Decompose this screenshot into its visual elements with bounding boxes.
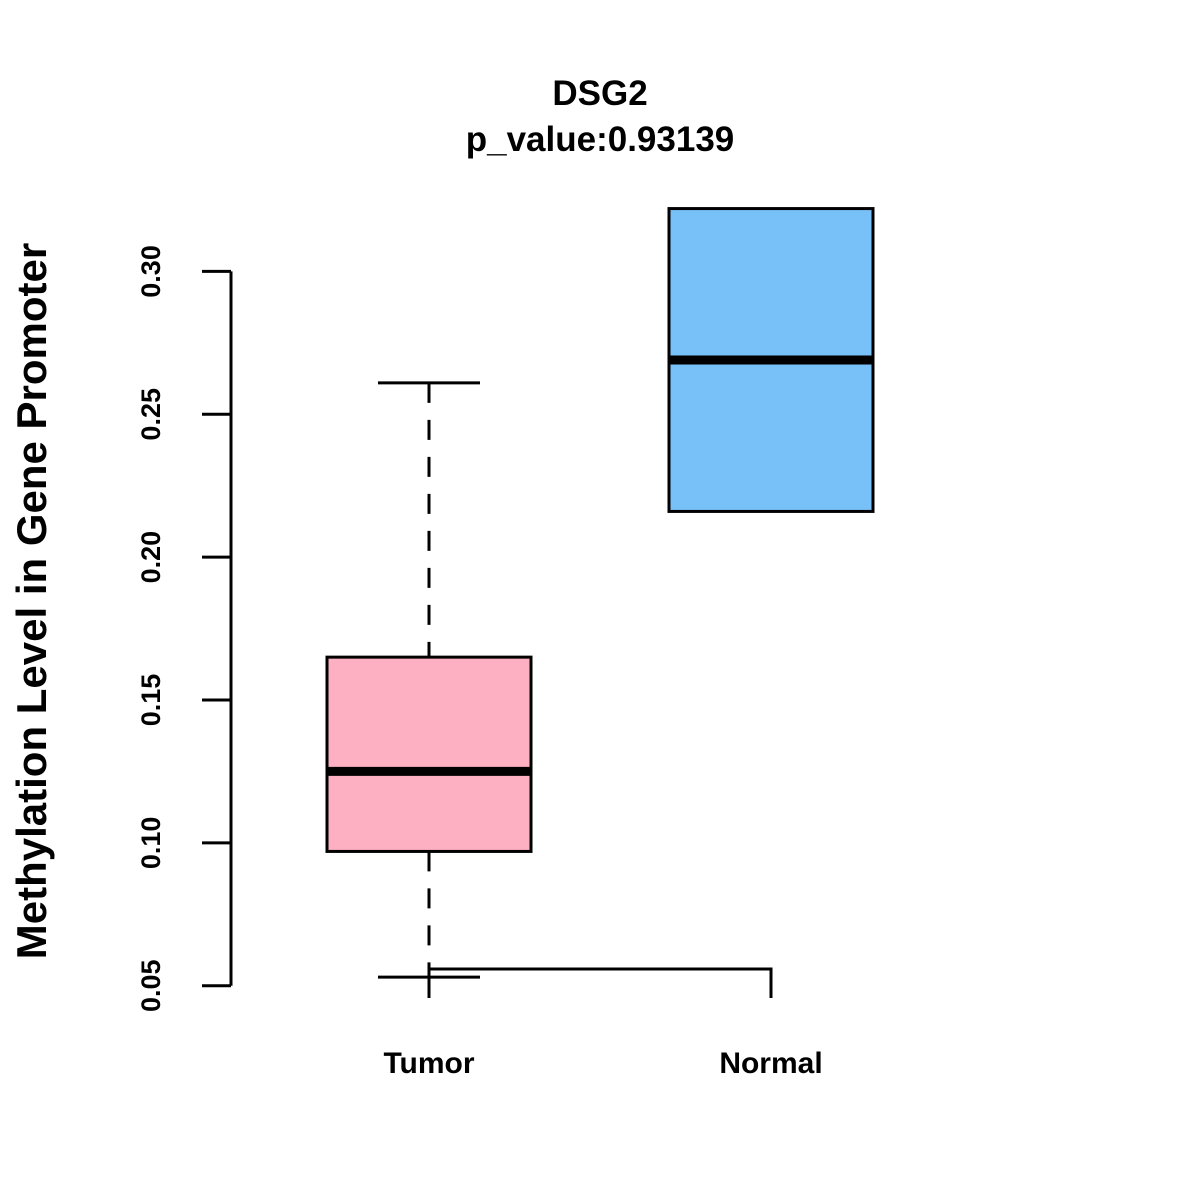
box-layer — [325, 207, 875, 979]
x-axis-categories: Tumor Normal — [383, 1047, 822, 1080]
chart-subtitle: p_value:0.93139 — [466, 120, 735, 159]
y-tick-label: 0.30 — [136, 245, 166, 298]
chart-title: DSG2 — [552, 74, 647, 113]
y-tick-label: 0.10 — [136, 817, 166, 870]
box-normal — [667, 207, 875, 513]
comparison-bracket — [427, 967, 773, 998]
y-tick-label: 0.05 — [136, 959, 166, 1012]
bracket-line — [427, 967, 773, 998]
x-category-label: Normal — [719, 1047, 822, 1080]
y-axis-label: Methylation Level in Gene Promoter — [8, 243, 55, 959]
y-tick-label: 0.20 — [136, 531, 166, 584]
x-category-label: Tumor — [383, 1047, 474, 1080]
box-iqr — [325, 655, 533, 853]
y-axis: 0.05 0.10 0.15 0.20 0.25 0.30 — [136, 245, 233, 1012]
y-tick-label: 0.25 — [136, 388, 166, 441]
y-tick-label: 0.15 — [136, 674, 166, 727]
box-tumor — [325, 381, 533, 979]
